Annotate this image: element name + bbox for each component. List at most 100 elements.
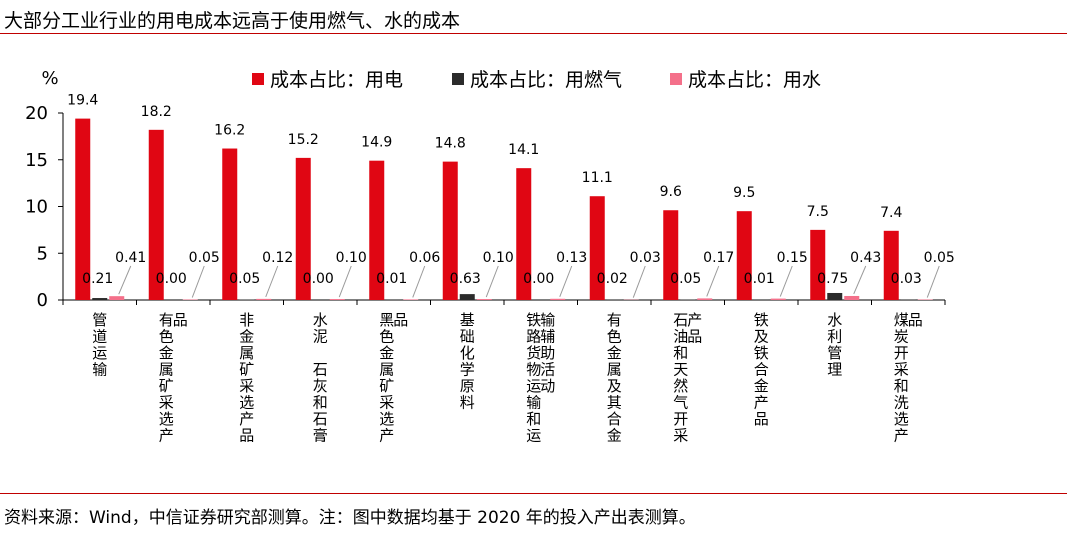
category-label: 有色金属及其合金 xyxy=(607,311,622,445)
data-label: 0.06 xyxy=(409,250,440,266)
chart-title: 大部分工业行业的用电成本远高于使用燃气、水的成本 xyxy=(4,10,461,32)
data-label-leader xyxy=(338,265,352,298)
bar xyxy=(148,129,164,300)
data-label: 0.05 xyxy=(229,271,260,287)
data-label: 14.8 xyxy=(435,136,466,152)
data-label-leader xyxy=(632,265,646,298)
data-label: 18.2 xyxy=(141,104,172,120)
data-label: 7.4 xyxy=(880,205,902,221)
data-labels: 19.40.210.4118.20.000.0516.20.050.1215.2… xyxy=(67,93,955,298)
bar xyxy=(550,298,566,300)
data-label-leader xyxy=(853,265,867,295)
data-label: 0.05 xyxy=(670,271,701,287)
bar xyxy=(663,210,679,300)
legend-swatch xyxy=(670,73,682,85)
bar xyxy=(109,296,125,300)
category-label: 水利管理 xyxy=(827,311,842,379)
data-label-leader xyxy=(559,265,573,297)
data-label-leader xyxy=(118,265,132,295)
data-label: 0.10 xyxy=(483,250,514,266)
bar xyxy=(442,161,458,300)
bar xyxy=(697,298,713,300)
bar xyxy=(403,299,419,300)
data-label: 0.05 xyxy=(924,250,955,266)
data-label: 0.41 xyxy=(115,250,146,266)
data-label: 19.4 xyxy=(67,93,98,109)
y-tick-label: 10 xyxy=(25,197,48,218)
data-label-leader xyxy=(191,265,205,298)
category-label: 水泥 石灰和石膏 xyxy=(313,311,328,445)
bar xyxy=(827,292,843,300)
category-label: 黑色金属矿采选产品 xyxy=(379,311,408,445)
data-label: 0.00 xyxy=(523,271,554,287)
data-label: 0.12 xyxy=(262,250,293,266)
legend-swatch xyxy=(252,73,264,85)
bar xyxy=(516,168,532,300)
data-label: 0.03 xyxy=(630,250,661,266)
legend-label: 成本占比：用电 xyxy=(270,69,403,91)
data-label: 11.1 xyxy=(582,170,613,186)
top-rule xyxy=(0,33,1067,34)
data-label: 0.10 xyxy=(336,250,367,266)
data-label: 0.01 xyxy=(376,271,407,287)
data-label: 9.5 xyxy=(733,185,755,201)
bar xyxy=(75,118,91,300)
data-label: 15.2 xyxy=(288,132,319,148)
bar xyxy=(92,298,108,300)
data-label: 0.63 xyxy=(450,271,481,287)
data-label: 0.15 xyxy=(777,250,808,266)
y-tick-label: 5 xyxy=(37,243,48,264)
data-label: 14.9 xyxy=(361,135,392,151)
data-label-leader xyxy=(412,265,426,298)
legend-label: 成本占比：用燃气 xyxy=(470,69,622,91)
category-label: 基础化学原料 xyxy=(460,311,475,412)
bar xyxy=(476,299,492,300)
data-label-leader xyxy=(779,265,793,297)
y-tick-label: 20 xyxy=(25,103,48,124)
data-label: 7.5 xyxy=(807,204,829,220)
category-label: 非金属矿采选产品 xyxy=(239,311,254,445)
bar xyxy=(329,299,345,300)
data-label-leader xyxy=(706,265,720,297)
data-label: 0.03 xyxy=(891,271,922,287)
data-label: 0.13 xyxy=(556,250,587,266)
y-tick-label: 0 xyxy=(37,290,48,311)
data-label: 0.17 xyxy=(703,250,734,266)
bar xyxy=(736,211,752,300)
bars xyxy=(75,118,933,300)
y-tick-label: 15 xyxy=(25,150,48,171)
bar xyxy=(844,295,860,300)
source-note: 资料来源：Wind，中信证券研究部测算。注：图中数据均基于 2020 年的投入产… xyxy=(4,508,696,528)
category-label: 煤炭开采和洗选产品 xyxy=(894,311,923,445)
data-label: 0.21 xyxy=(82,271,113,287)
legend-swatch xyxy=(452,73,464,85)
category-label: 铁路货物运输和运输辅助活动 xyxy=(526,311,555,445)
category-label: 石油和天然气开采产品 xyxy=(673,311,702,445)
bar xyxy=(295,157,311,300)
bottom-rule xyxy=(0,493,1067,494)
data-label: 0.75 xyxy=(817,271,848,287)
data-label: 14.1 xyxy=(508,142,539,158)
data-label: 0.05 xyxy=(189,250,220,266)
category-labels: 管道运输 有色金属矿采选产品 非金属矿采选产品 水泥 石灰和石膏 黑色金属矿采选产品 基础… xyxy=(92,311,923,445)
bar xyxy=(883,230,899,300)
bar-chart: 成本占比：用电 成本占比：用燃气 成本占比：用水 0 5 10 15 20% 19.4 0.2… xyxy=(25,68,955,445)
bar xyxy=(369,160,385,300)
bar xyxy=(222,148,238,300)
data-label: 0.43 xyxy=(850,250,881,266)
data-label: 0.00 xyxy=(303,271,334,287)
data-label: 16.2 xyxy=(214,123,245,139)
y-axis-unit-label: % xyxy=(41,68,58,89)
bar xyxy=(810,229,826,300)
y-axis: 0 5 10 15 20% xyxy=(25,68,946,311)
category-label: 管道运输 xyxy=(92,311,107,379)
legend: 成本占比：用电 成本占比：用燃气 成本占比：用水 xyxy=(252,69,821,91)
bar xyxy=(770,298,786,300)
category-label: 铁及铁合金产品 xyxy=(754,311,769,428)
legend-label: 成本占比：用水 xyxy=(688,69,821,91)
bar xyxy=(589,196,605,300)
data-label: 9.6 xyxy=(660,184,682,200)
data-label: 0.02 xyxy=(597,271,628,287)
data-label: 0.01 xyxy=(744,271,775,287)
bar xyxy=(256,298,272,300)
